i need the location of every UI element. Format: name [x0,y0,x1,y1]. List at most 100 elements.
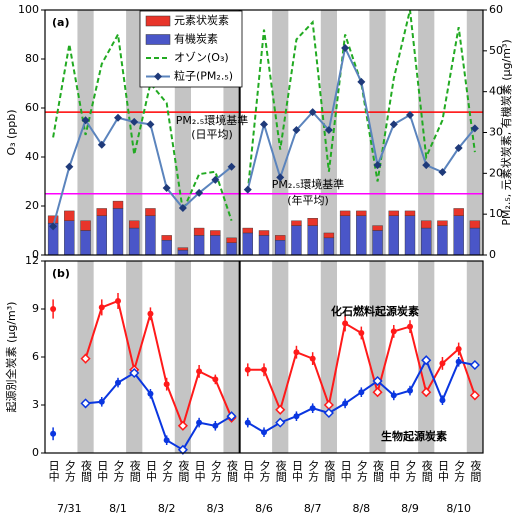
bar-segment [242,232,253,256]
marker [407,387,413,394]
marker [390,328,397,335]
series-line [85,371,233,452]
legend-swatch [145,15,171,27]
bar-segment [161,235,172,241]
legend-label: 粒子(PM₂.₅) [174,69,233,83]
y-tick-label: 100 [18,3,39,16]
x-tick-label: 夕方 [258,460,271,482]
night-band [126,261,143,453]
night-band [466,10,483,255]
marker [115,298,121,304]
bar-segment [388,215,399,256]
night-band [369,261,386,453]
panel-frame [44,9,484,256]
y-tick-label: 3 [32,398,39,411]
night-band [418,10,435,255]
x-tick-label: 夜間 [323,459,336,483]
marker [421,355,432,366]
bar-segment [421,220,432,229]
y-tick-label: 0 [32,248,39,261]
y-tick-label: 6 [32,350,39,363]
marker [163,437,170,444]
bar-segment [112,200,124,209]
marker [162,184,171,193]
bar-segment [437,225,448,256]
marker [196,368,203,375]
bar-segment [388,210,399,216]
marker [293,349,300,356]
marker [49,222,58,231]
x-tick-label: 日中 [290,460,303,482]
bar-segment [469,220,481,229]
marker [422,161,431,170]
marker [50,306,57,312]
marker [276,173,285,182]
series-line [246,9,476,192]
bar-segment [258,230,270,236]
bar-segment [145,208,156,216]
reference-label: PM₂.₅環境基準 [176,113,248,127]
y-tick-label: 12 [25,254,39,267]
date-label: 8/9 [401,502,419,515]
legend-marker [154,72,162,81]
x-tick-label: 夕方 [307,460,320,482]
marker [358,330,365,336]
marker [341,43,350,52]
night-band [174,261,191,453]
x-tick-label: 日中 [193,460,206,482]
night-band [320,261,337,453]
bar-segment [193,235,205,256]
marker [177,444,188,455]
bar-segment [307,218,318,226]
series-label: 化石燃料起源炭素 [331,304,419,318]
night-band [223,261,240,453]
marker [226,411,237,422]
marker [455,346,462,352]
y-tick-label: 9 [32,302,39,315]
marker [470,124,479,133]
reference-label: (年平均) [287,193,329,207]
bar-segment [80,220,91,231]
marker [389,120,398,129]
bar-segment [307,225,318,256]
bar-segment [210,235,221,256]
legend-label: 元素状炭素 [174,13,229,27]
marker [146,120,155,129]
x-tick-label: 夜間 [177,459,190,483]
marker [65,162,74,171]
bar-segment [64,210,75,221]
x-tick-label: 夕方 [453,460,466,482]
bar-segment [80,230,91,256]
bar-segment [258,235,270,256]
marker [275,417,286,428]
bar-segment [323,237,335,256]
marker [439,397,446,404]
x-tick-label: 日中 [242,460,255,482]
marker [115,379,121,386]
night-band [466,261,483,453]
marker [308,108,317,117]
marker [309,355,316,362]
bar-segment [129,227,140,256]
marker [97,140,106,149]
bar-segment [339,210,351,216]
legend-swatch [145,34,171,45]
marker [81,116,90,125]
marker [372,375,383,387]
bar-segment [291,225,302,256]
x-tick-label: 夕方 [161,460,174,482]
y-axis-title: 起源別全炭素 (μg/m³) [4,302,18,413]
bar-segment [323,232,335,239]
bar-segment [64,220,75,256]
y-tick-label: 0 [32,446,39,459]
marker [292,126,301,135]
marker [261,429,267,436]
x-tick-label: 夜間 [420,459,433,483]
y2-tick-label: 0 [489,248,496,261]
bar-segment [356,210,367,216]
series-line [52,116,233,227]
marker [324,126,333,135]
bar-segment [372,225,383,231]
x-tick-label: 夕方 [63,460,76,482]
